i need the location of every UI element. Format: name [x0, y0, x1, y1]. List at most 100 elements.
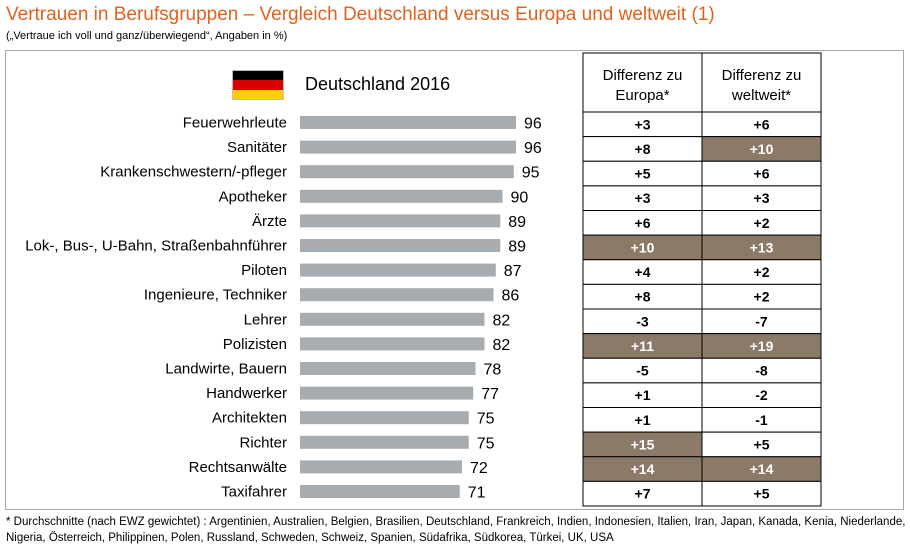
diff-weltweit: -2 [755, 387, 768, 403]
diff-europa: +7 [635, 486, 651, 502]
diff-europa: +8 [635, 289, 651, 305]
bar [300, 362, 476, 375]
value-label: 90 [511, 189, 529, 206]
cell-weltweit [701, 382, 822, 408]
bar [300, 288, 494, 302]
value-label: 77 [481, 386, 499, 403]
cell-weltweit [701, 185, 822, 211]
bar [300, 140, 516, 154]
cell-weltweit [701, 333, 822, 359]
diff-weltweit: +19 [750, 338, 774, 354]
diff-europa: +8 [635, 141, 651, 157]
cell-europa [582, 111, 703, 138]
category-label: Handwerker [206, 385, 287, 402]
diff-europa: +14 [631, 461, 655, 477]
category-label: Landwirte, Bauern [165, 361, 287, 378]
cell-europa [582, 136, 703, 162]
header-europa: Differenz zu Europa* [603, 67, 683, 104]
bar [300, 239, 501, 252]
diff-weltweit: +2 [754, 215, 770, 231]
diff-weltweit: +3 [754, 190, 770, 206]
bar [300, 263, 496, 277]
category-label: Taxifahrer [221, 484, 287, 501]
value-label: 75 [477, 435, 495, 452]
category-label: Richter [239, 434, 287, 451]
diff-weltweit: +2 [754, 264, 770, 280]
diff-europa: -5 [636, 363, 649, 379]
value-label: 87 [504, 263, 522, 280]
value-label: 95 [522, 165, 540, 182]
chart-subtitle: („Vertraue ich voll und ganz/überwiegend… [6, 30, 288, 42]
cell-europa [582, 234, 703, 261]
header-line: Europa* [615, 87, 669, 104]
value-label: 82 [493, 312, 511, 329]
diff-europa: +3 [635, 190, 651, 206]
bar [300, 411, 469, 425]
category-label: Sanitäter [227, 139, 287, 156]
value-label: 72 [470, 460, 488, 477]
chart-heading: Deutschland 2016 [305, 74, 451, 94]
flag-stripe-red [233, 80, 283, 90]
cell-europa [582, 210, 703, 236]
bar [300, 485, 460, 498]
cell-europa [582, 308, 703, 335]
cell-weltweit [701, 234, 822, 261]
value-label: 78 [484, 362, 502, 379]
cell-weltweit [701, 111, 822, 138]
category-label: Ingenieure, Techniker [144, 287, 287, 304]
diff-weltweit: +6 [754, 166, 770, 182]
diff-weltweit: +6 [754, 116, 770, 132]
value-label: 89 [508, 239, 526, 256]
diff-europa: +6 [635, 215, 651, 231]
diff-europa: +10 [631, 239, 655, 255]
diff-weltweit: +13 [750, 239, 774, 255]
cell-europa [582, 259, 703, 285]
value-label: 71 [468, 485, 486, 502]
bar [300, 312, 485, 326]
bar [300, 214, 501, 228]
diff-europa: +15 [631, 436, 655, 452]
cell-europa [582, 357, 703, 384]
category-label: Rechtsanwälte [189, 459, 287, 476]
diff-europa: +1 [635, 412, 651, 428]
category-label: Apotheker [219, 188, 287, 205]
category-label: Ärzte [252, 213, 287, 230]
diff-europa: +4 [635, 264, 651, 280]
value-label: 86 [502, 288, 520, 305]
header-line: weltweit* [731, 87, 791, 104]
cell-weltweit [701, 407, 822, 433]
diff-europa: +11 [631, 338, 654, 354]
category-label: Krankenschwestern/-pfleger [100, 164, 287, 181]
bar [300, 337, 485, 351]
bar [300, 165, 514, 179]
category-label: Architekten [212, 410, 287, 427]
header-line: Differenz zu [722, 67, 802, 84]
header-line: Differenz zu [603, 67, 683, 84]
diff-weltweit: -1 [755, 412, 768, 428]
category-label: Lehrer [244, 311, 287, 328]
diff-weltweit: +2 [754, 289, 770, 305]
category-label: Lok-, Bus-, U-Bahn, Straßenbahnführer [25, 238, 287, 255]
bar [300, 460, 462, 474]
diff-weltweit: -8 [755, 363, 768, 379]
bar [300, 386, 474, 400]
diff-weltweit: +5 [754, 436, 770, 452]
cell-weltweit [701, 210, 822, 236]
german-flag-icon [232, 70, 284, 100]
diff-europa: +1 [635, 387, 651, 403]
value-label: 82 [493, 337, 511, 354]
diff-weltweit: +10 [750, 141, 774, 157]
category-label: Feuerwehrleute [183, 115, 287, 132]
bar [300, 116, 516, 129]
cell-weltweit [701, 308, 822, 335]
cell-europa [582, 185, 703, 211]
cell-europa [582, 333, 703, 359]
cell-weltweit [701, 283, 822, 310]
chart-frame [5, 50, 904, 510]
cell-weltweit [701, 480, 822, 507]
diff-europa: +5 [635, 166, 651, 182]
cell-weltweit [701, 160, 822, 187]
cell-weltweit [701, 136, 822, 162]
cell-weltweit [701, 259, 822, 285]
